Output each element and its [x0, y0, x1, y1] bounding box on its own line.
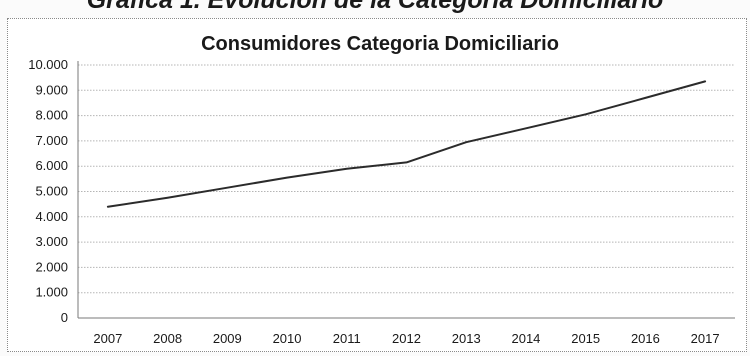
y-tick-labels: 0 1.000 2.000 3.000 4.000 5.000 6.000 7.000 8.00…	[28, 57, 68, 325]
x-tick-label: 2011	[333, 331, 361, 346]
y-tick-label: 9.000	[35, 82, 68, 97]
x-tick-label: 2016	[631, 331, 660, 346]
x-tick-labels: 2007 2008 2009 2010 2011 2012 2013 2014 2015 2016…	[93, 331, 719, 346]
chart-frame	[7, 18, 747, 352]
y-tick-label: 1.000	[35, 285, 68, 300]
x-tick-label: 2015	[571, 331, 600, 346]
x-tick-label: 2013	[452, 331, 481, 346]
y-tick-label: 8.000	[35, 108, 68, 123]
figure-caption: Gráfica 1. Evolución de la Categoría Dom…	[86, 0, 664, 14]
axes	[77, 61, 735, 319]
x-tick-label: 2010	[273, 331, 302, 346]
x-tick-label: 2017	[691, 331, 720, 346]
y-tick-label: 2.000	[35, 259, 68, 274]
x-tick-label: 2007	[93, 331, 122, 346]
chart-title: Consumidores Categoria Domiciliario	[201, 33, 559, 55]
y-tick-label: 10.000	[28, 57, 68, 72]
x-tick-label: 2008	[153, 331, 182, 346]
y-tick-label: 7.000	[35, 133, 68, 148]
y-tick-label: 6.000	[35, 158, 68, 173]
grid-lines	[78, 64, 735, 294]
x-tick-label: 2009	[213, 331, 242, 346]
x-tick-label: 2014	[511, 331, 540, 346]
y-tick-label: 3.000	[35, 234, 68, 249]
y-tick-label: 4.000	[35, 209, 68, 224]
x-tick-label: 2012	[392, 331, 421, 346]
series-layer	[106, 80, 707, 208]
y-tick-label: 0	[61, 310, 68, 325]
y-tick-label: 5.000	[35, 184, 68, 199]
series-line	[106, 80, 707, 208]
